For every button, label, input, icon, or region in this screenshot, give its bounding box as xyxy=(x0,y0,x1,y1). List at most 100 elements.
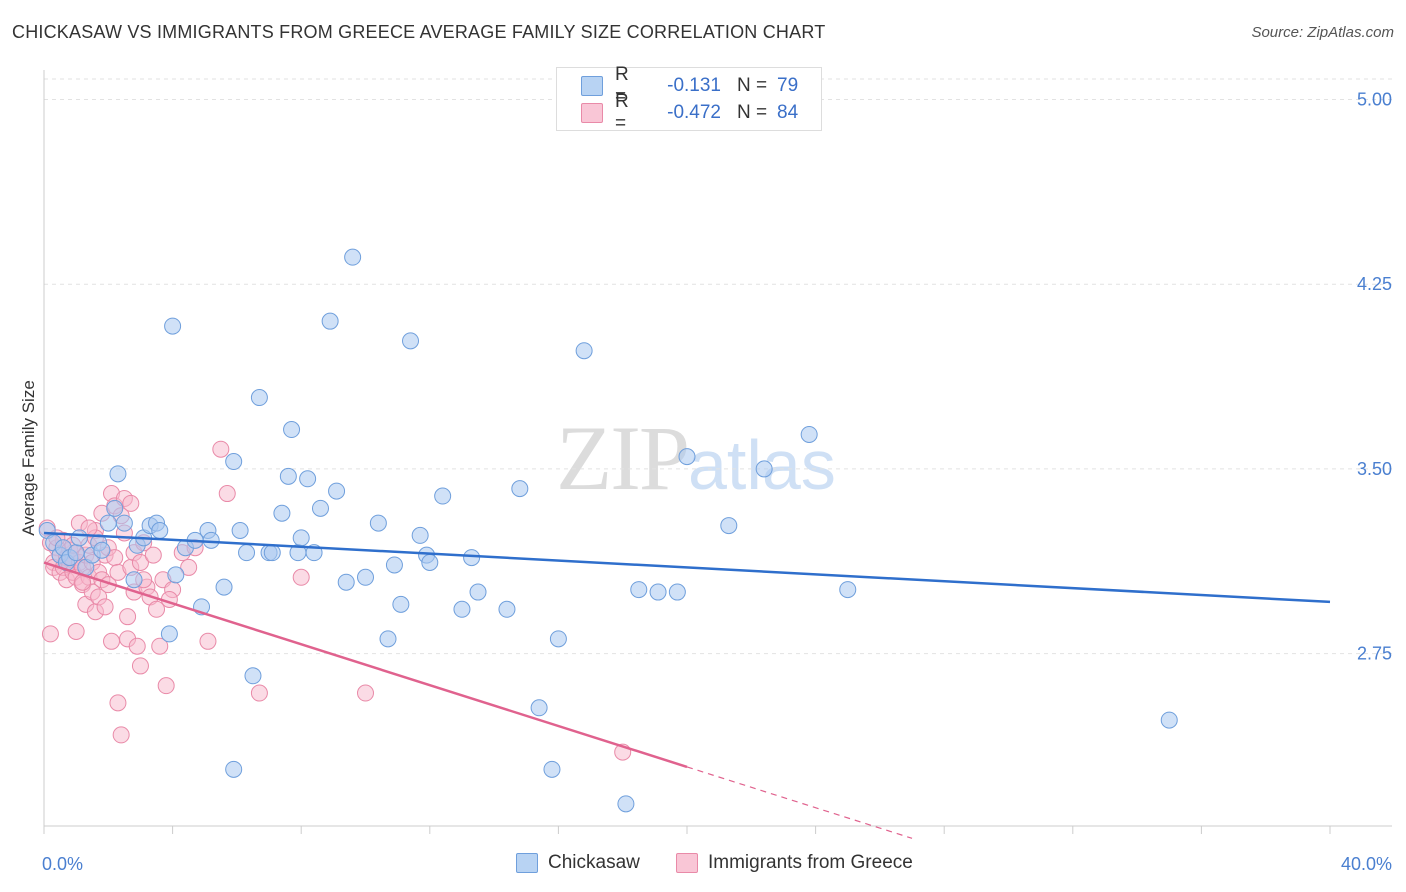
chickasaw-point xyxy=(283,421,301,439)
chickasaw-point xyxy=(244,667,262,685)
axes xyxy=(43,70,1392,834)
chickasaw-point xyxy=(167,566,185,584)
chickasaw-point xyxy=(311,499,329,517)
chickasaw-point xyxy=(649,583,667,601)
chickasaw-point xyxy=(93,541,111,559)
greece-point xyxy=(157,677,175,695)
gridlines xyxy=(44,78,1392,655)
chart-source: Source: ZipAtlas.com xyxy=(1251,24,1394,41)
greece-point xyxy=(109,694,127,712)
legend-swatch-greece xyxy=(581,103,603,123)
greece-point xyxy=(180,558,198,576)
legend-n-value: 84 xyxy=(777,102,799,123)
greece-point xyxy=(148,600,166,618)
chickasaw-point xyxy=(839,581,857,599)
greece-point xyxy=(128,637,146,655)
greece-point xyxy=(144,546,162,564)
greece-point xyxy=(122,494,140,512)
chickasaw-point xyxy=(1160,711,1178,729)
chickasaw-point xyxy=(125,571,143,589)
greece-point xyxy=(292,568,310,586)
chickasaw-point xyxy=(160,625,178,643)
chickasaw-point xyxy=(67,544,85,562)
tick-labels: 2.75 3.50 4.25 5.00 0.0% 40.0% xyxy=(42,90,1392,874)
chickasaw-point xyxy=(70,529,88,547)
greece-point xyxy=(218,485,236,503)
x-tick-label-min: 0.0% xyxy=(42,854,83,874)
chickasaw-point xyxy=(231,521,249,539)
chickasaw-point xyxy=(463,549,481,567)
greece-point xyxy=(357,684,374,702)
legend-r-label: R = xyxy=(615,91,629,134)
chickasaw-point xyxy=(369,514,387,532)
chickasaw-point xyxy=(617,795,635,813)
greece-point xyxy=(112,726,130,744)
greece-point xyxy=(131,554,149,572)
bottom-legend-label-greece: Immigrants from Greece xyxy=(708,852,913,873)
chickasaw-point xyxy=(357,568,374,586)
trend-lines xyxy=(43,531,1331,839)
chickasaw-point xyxy=(299,470,317,488)
chickasaw-point xyxy=(250,389,268,407)
watermark-zip: ZIP xyxy=(556,407,690,509)
greece-point xyxy=(119,608,137,626)
legend-r-label: R = xyxy=(615,64,629,107)
chickasaw-point xyxy=(411,526,429,544)
chickasaw-point xyxy=(337,573,355,591)
greece-point xyxy=(212,440,230,458)
chickasaw-point xyxy=(575,342,593,360)
chickasaw-point xyxy=(279,467,297,485)
chickasaw-point xyxy=(263,544,281,562)
legend-row-chickasaw: R = -0.131 N = 79 xyxy=(581,64,799,107)
greece-point xyxy=(96,598,114,616)
legend-row-greece: R = -0.472 N = 84 xyxy=(581,91,799,134)
greece-trend-line xyxy=(43,561,688,769)
chickasaw-point xyxy=(238,544,256,562)
y-tick-label: 4.25 xyxy=(1357,274,1392,294)
x-tick-label-max: 40.0% xyxy=(1341,854,1392,874)
chickasaw-point xyxy=(453,600,471,618)
y-tick-label: 5.00 xyxy=(1357,90,1392,110)
chickasaw-point xyxy=(225,760,243,778)
greece-point xyxy=(199,632,217,650)
bottom-legend-label-chickasaw: Chickasaw xyxy=(548,852,640,873)
legend: R = -0.131 N = 79 R = -0.472 N = 84 xyxy=(556,64,822,134)
chickasaw-point xyxy=(543,760,561,778)
chickasaw-point xyxy=(530,699,548,717)
greece-point xyxy=(41,625,59,643)
chickasaw-point xyxy=(549,630,567,648)
chickasaw-point xyxy=(99,514,117,532)
legend-n-label: N = xyxy=(737,102,768,123)
chickasaw-point xyxy=(164,317,182,335)
chickasaw-point xyxy=(668,583,686,601)
chickasaw-point xyxy=(392,595,410,613)
bottom-legend-swatch-greece xyxy=(676,853,698,873)
legend-n-label: N = xyxy=(737,75,768,96)
chart-title: CHICKASAW VS IMMIGRANTS FROM GREECE AVER… xyxy=(12,22,826,42)
chickasaw-point xyxy=(292,529,310,547)
chickasaw-point xyxy=(421,554,439,572)
chickasaw-point xyxy=(215,578,233,596)
chickasaw-point xyxy=(434,487,452,505)
chickasaw-point xyxy=(630,581,648,599)
bottom-legend-swatch-chickasaw xyxy=(516,853,538,873)
chickasaw-point xyxy=(109,465,127,483)
chickasaw-point xyxy=(273,504,291,522)
chickasaw-point xyxy=(151,521,169,539)
legend-r-value: -0.131 xyxy=(667,75,721,96)
bottom-legend-chickasaw: Chickasaw xyxy=(516,852,640,874)
chickasaw-point xyxy=(344,248,362,266)
chickasaw-point xyxy=(755,460,773,478)
greece-point xyxy=(250,684,268,702)
chickasaw-point xyxy=(115,514,133,532)
legend-n-value: 79 xyxy=(777,75,799,96)
chickasaw-point xyxy=(469,583,487,601)
chickasaw-point xyxy=(402,332,420,350)
chickasaw-point xyxy=(106,499,124,517)
y-tick-label: 3.50 xyxy=(1357,459,1392,479)
greece-trend-extension xyxy=(686,766,913,839)
chickasaw-point xyxy=(379,630,397,648)
chickasaw-point xyxy=(720,517,738,535)
chickasaw-point xyxy=(498,600,516,618)
chickasaw-point xyxy=(321,312,339,330)
